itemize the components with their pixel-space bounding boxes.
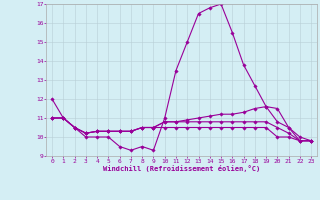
X-axis label: Windchill (Refroidissement éolien,°C): Windchill (Refroidissement éolien,°C) <box>103 165 260 172</box>
